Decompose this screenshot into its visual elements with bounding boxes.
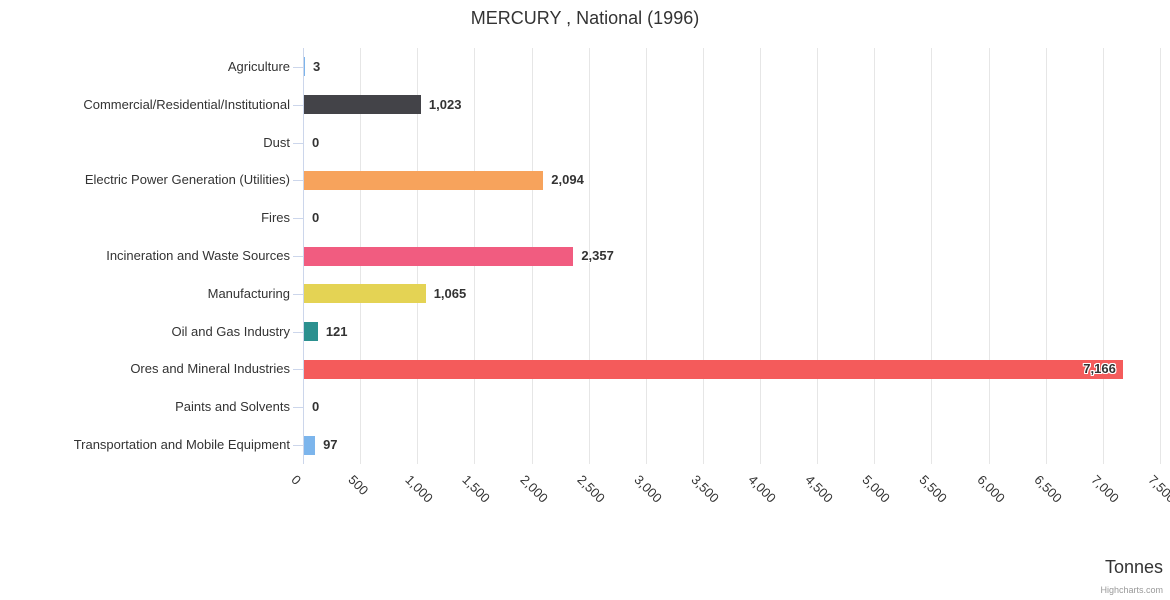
bar-value-label: 0 [312, 134, 320, 150]
category-tick [293, 332, 303, 333]
category-label: Paints and Solvents [175, 399, 290, 415]
bar-value-label: 2,357 [581, 248, 614, 263]
x-axis-title: Tonnes [1104, 557, 1163, 577]
bar[interactable] [304, 322, 318, 342]
bar-value-label: 3 [313, 58, 321, 74]
category-tick [293, 218, 303, 219]
gridline [988, 48, 990, 464]
category-label: Electric Power Generation (Utilities) [84, 172, 290, 188]
x-tick-label: 5,500 [916, 472, 951, 506]
category-axis-line [303, 48, 304, 464]
x-tick-label: 1,000 [402, 472, 437, 506]
bar-value-label: 0 [312, 210, 320, 226]
bar[interactable] [304, 246, 574, 266]
x-tick-label: 5,000 [859, 472, 894, 506]
category-label: Oil and Gas Industry [171, 323, 291, 339]
gridline [1045, 48, 1047, 464]
category-tick [293, 180, 303, 181]
category-label: Fires [261, 210, 290, 226]
x-tick-label: 2,000 [516, 472, 551, 506]
category-label: Ores and Mineral Industries [130, 361, 290, 377]
bar-value-label: 0 [312, 399, 320, 415]
category-label: Agriculture [227, 58, 290, 74]
x-tick-label: 7,500 [1145, 472, 1170, 506]
category-tick [293, 294, 303, 295]
category-label: Commercial/Residential/Institutional [83, 96, 290, 112]
category-tick [293, 67, 303, 68]
gridline [1160, 48, 1161, 464]
bar[interactable] [304, 435, 316, 455]
x-tick-label: 3,500 [688, 472, 722, 506]
category-tick [293, 445, 303, 446]
category-label: Manufacturing [207, 285, 290, 301]
x-tick-label: 3,000 [631, 472, 665, 506]
bar-value-label: 7,166 [1083, 361, 1116, 377]
category-tick [293, 369, 303, 370]
category-label: Incineration and Waste Sources [106, 248, 290, 263]
gridline [874, 48, 876, 464]
bar[interactable] [304, 57, 305, 77]
bar[interactable] [304, 359, 1123, 379]
x-tick-label: 4,500 [802, 472, 837, 506]
bar-value-label: 121 [325, 323, 348, 339]
x-tick-label: 2,500 [574, 472, 608, 506]
bar-value-label: 1,023 [428, 96, 462, 112]
bar[interactable] [304, 95, 421, 115]
gridline [760, 48, 762, 464]
x-tick-label: 1,500 [459, 472, 494, 506]
x-tick-label: 7,000 [1088, 472, 1122, 506]
category-tick [293, 143, 303, 144]
x-tick-label: 4,000 [745, 472, 780, 506]
x-tick-label: 500 [345, 472, 372, 498]
category-label: Dust [263, 134, 290, 150]
gridline [645, 48, 647, 464]
chart-title: MERCURY , National (1996) [470, 8, 700, 28]
gridline [817, 48, 819, 464]
category-tick [293, 105, 303, 106]
gridline [588, 48, 590, 464]
category-label: Transportation and Mobile Equipment [73, 437, 290, 453]
x-tick-label: 6,000 [973, 472, 1008, 506]
bar-value-label: 97 [323, 437, 338, 453]
bar[interactable] [304, 284, 426, 304]
category-tick [293, 407, 303, 408]
bar[interactable] [304, 170, 544, 190]
x-tick-label: 6,500 [1031, 472, 1065, 506]
highcharts-credits-link[interactable]: Highcharts.com [1100, 585, 1163, 595]
category-tick [293, 256, 303, 257]
bar-value-label: 2,094 [551, 172, 584, 188]
bar-value-label: 1,065 [433, 285, 467, 301]
x-tick-label: 0 [288, 472, 305, 488]
gridline [702, 48, 704, 464]
gridline [1102, 48, 1104, 464]
gridline [931, 48, 933, 464]
